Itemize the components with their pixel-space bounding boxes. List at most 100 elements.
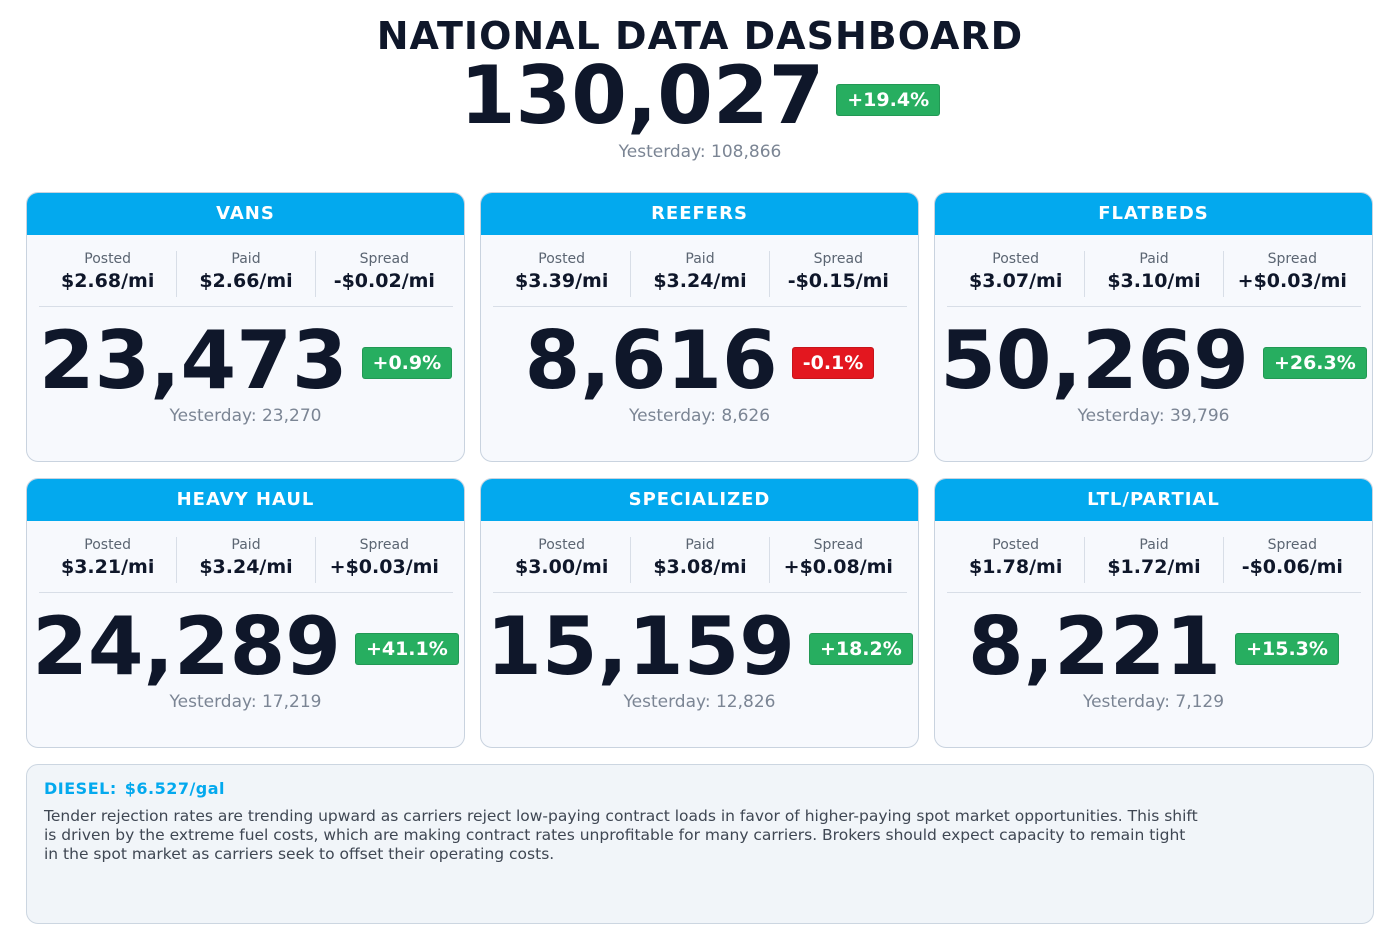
- load-count-row: 50,269 +26.3%: [935, 313, 1372, 409]
- paid-label: Paid: [231, 537, 261, 553]
- equipment-card: SPECIALIZED Posted $3.00/mi Paid $3.08/m…: [480, 478, 919, 748]
- load-count: 8,616: [524, 314, 778, 407]
- paid-metric: Paid $3.24/mi: [631, 251, 770, 297]
- change-badge: +41.1%: [354, 633, 459, 665]
- load-count-row: 15,159 +18.2%: [481, 599, 918, 695]
- change-badge: -0.1%: [791, 347, 875, 379]
- spread-value: +$0.03/mi: [329, 556, 439, 578]
- spread-value: +$0.03/mi: [1237, 270, 1347, 292]
- spread-label: Spread: [359, 537, 409, 553]
- load-count: 24,289: [32, 600, 341, 693]
- posted-value: $3.21/mi: [60, 556, 155, 578]
- spread-metric: Spread +$0.08/mi: [770, 537, 907, 583]
- paid-value: $3.10/mi: [1107, 270, 1201, 292]
- load-count: 23,473: [38, 314, 348, 407]
- equipment-card: VANS Posted $2.68/mi Paid $2.66/mi Sprea…: [26, 192, 465, 462]
- change-badge: +0.9%: [361, 347, 453, 379]
- change-badge: +18.2%: [808, 633, 913, 665]
- paid-value: $3.24/mi: [653, 270, 747, 292]
- load-count-row: 23,473 +0.9%: [27, 313, 464, 409]
- paid-metric: Paid $3.08/mi: [631, 537, 770, 583]
- equipment-card: LTL/PARTIAL Posted $1.78/mi Paid $1.72/m…: [934, 478, 1373, 748]
- card-title: FLATBEDS: [935, 193, 1372, 235]
- posted-label: Posted: [992, 251, 1040, 267]
- equipment-card: FLATBEDS Posted $3.07/mi Paid $3.10/mi S…: [934, 192, 1373, 462]
- card-title: REEFERS: [481, 193, 918, 235]
- posted-label: Posted: [992, 537, 1040, 553]
- rate-metrics: Posted $1.78/mi Paid $1.72/mi Spread -$0…: [947, 537, 1361, 583]
- spread-value: +$0.08/mi: [783, 556, 893, 578]
- load-count: 8,221: [968, 600, 1222, 693]
- paid-label: Paid: [685, 537, 715, 553]
- spread-metric: Spread +$0.03/mi: [316, 537, 453, 583]
- national-change-badge: +19.4%: [836, 84, 941, 116]
- national-yesterday: Yesterday: 108,866: [618, 142, 782, 162]
- rate-metrics: Posted $3.00/mi Paid $3.08/mi Spread +$0…: [493, 537, 907, 583]
- load-count: 50,269: [940, 314, 1249, 407]
- yesterday-count: Yesterday: 8,626: [628, 406, 771, 426]
- posted-metric: Posted $2.68/mi: [39, 251, 178, 297]
- rate-metrics: Posted $3.21/mi Paid $3.24/mi Spread +$0…: [39, 537, 453, 583]
- paid-value: $1.72/mi: [1107, 556, 1201, 578]
- paid-value: $3.24/mi: [199, 556, 293, 578]
- market-commentary: DIESEL: $6.527/gal Tender rejection rates…: [26, 764, 1374, 924]
- paid-label: Paid: [1139, 537, 1169, 553]
- posted-metric: Posted $3.39/mi: [493, 251, 632, 297]
- card-title: VANS: [27, 193, 464, 235]
- spread-label: Spread: [1267, 251, 1317, 267]
- spread-value: -$0.06/mi: [1241, 556, 1343, 578]
- yesterday-count: Yesterday: 39,796: [1077, 406, 1230, 426]
- diesel-price: DIESEL: $6.527/gal: [44, 779, 225, 798]
- commentary-text: Tender rejection rates are trending upwa…: [44, 807, 1198, 863]
- spread-metric: Spread -$0.15/mi: [770, 251, 907, 297]
- national-summary: 130,027 +19.4%: [0, 50, 1400, 142]
- spread-label: Spread: [813, 251, 863, 267]
- spread-label: Spread: [1267, 537, 1317, 553]
- diesel-value: $6.527/gal: [124, 779, 226, 798]
- posted-value: $3.39/mi: [514, 270, 609, 292]
- posted-label: Posted: [84, 537, 132, 553]
- paid-value: $2.66/mi: [199, 270, 293, 292]
- posted-value: $2.68/mi: [60, 270, 155, 292]
- equipment-grid: VANS Posted $2.68/mi Paid $2.66/mi Sprea…: [26, 192, 1373, 748]
- page-title: NATIONAL DATA DASHBOARD: [376, 14, 1024, 58]
- paid-metric: Paid $1.72/mi: [1085, 537, 1224, 583]
- rate-metrics: Posted $3.39/mi Paid $3.24/mi Spread -$0…: [493, 251, 907, 297]
- card-divider: [39, 306, 453, 307]
- posted-metric: Posted $1.78/mi: [947, 537, 1086, 583]
- spread-metric: Spread -$0.06/mi: [1224, 537, 1361, 583]
- yesterday-count: Yesterday: 12,826: [623, 692, 776, 712]
- posted-metric: Posted $3.00/mi: [493, 537, 632, 583]
- equipment-card: HEAVY HAUL Posted $3.21/mi Paid $3.24/mi…: [26, 478, 465, 748]
- card-divider: [493, 306, 907, 307]
- posted-metric: Posted $3.07/mi: [947, 251, 1086, 297]
- paid-metric: Paid $3.24/mi: [177, 537, 316, 583]
- diesel-label: DIESEL:: [44, 779, 117, 798]
- posted-label: Posted: [84, 251, 132, 267]
- rate-metrics: Posted $2.68/mi Paid $2.66/mi Spread -$0…: [39, 251, 453, 297]
- posted-value: $3.07/mi: [968, 270, 1063, 292]
- yesterday-count: Yesterday: 17,219: [169, 692, 322, 712]
- load-count-row: 8,221 +15.3%: [935, 599, 1372, 695]
- paid-label: Paid: [1139, 251, 1169, 267]
- paid-metric: Paid $2.66/mi: [177, 251, 316, 297]
- equipment-card: REEFERS Posted $3.39/mi Paid $3.24/mi Sp…: [480, 192, 919, 462]
- posted-value: $3.00/mi: [514, 556, 609, 578]
- rate-metrics: Posted $3.07/mi Paid $3.10/mi Spread +$0…: [947, 251, 1361, 297]
- change-badge: +15.3%: [1235, 633, 1339, 665]
- load-count-row: 24,289 +41.1%: [27, 599, 464, 695]
- change-badge: +26.3%: [1262, 347, 1367, 379]
- paid-label: Paid: [231, 251, 261, 267]
- card-title: SPECIALIZED: [481, 479, 918, 521]
- posted-label: Posted: [538, 251, 586, 267]
- spread-label: Spread: [813, 537, 863, 553]
- spread-label: Spread: [359, 251, 409, 267]
- posted-label: Posted: [538, 537, 586, 553]
- paid-value: $3.08/mi: [653, 556, 747, 578]
- paid-label: Paid: [685, 251, 715, 267]
- load-count-row: 8,616 -0.1%: [481, 313, 918, 409]
- card-divider: [39, 592, 453, 593]
- spread-value: -$0.15/mi: [787, 270, 889, 292]
- card-title: HEAVY HAUL: [27, 479, 464, 521]
- spread-metric: Spread +$0.03/mi: [1224, 251, 1361, 297]
